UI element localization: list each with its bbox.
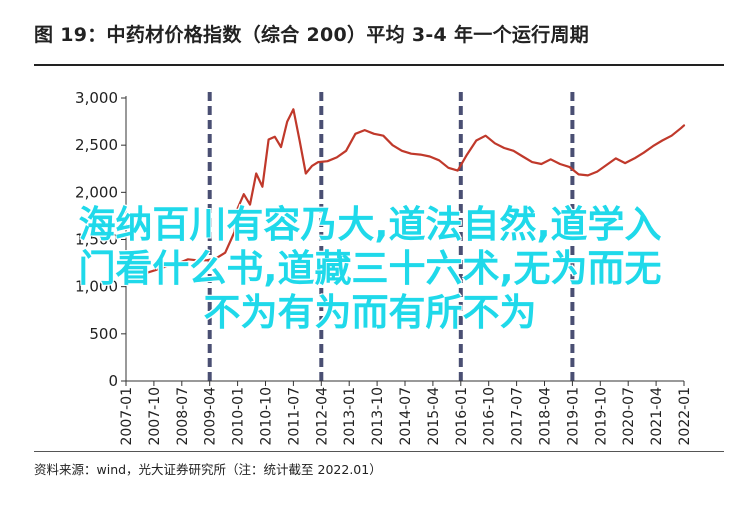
x-tick-label: 2014-07 xyxy=(398,387,414,446)
x-tick-label: 2020-07 xyxy=(621,387,637,446)
x-tick-label: 2008-07 xyxy=(175,387,191,446)
series-group xyxy=(124,108,686,280)
title-rule xyxy=(34,64,724,66)
x-tick-label: 2022-01 xyxy=(677,387,693,446)
x-tick-label: 2018-04 xyxy=(538,387,554,446)
x-tick-label: 2011-07 xyxy=(286,387,302,446)
x-tick-label: 2021-04 xyxy=(649,387,665,446)
y-tick-label: 1,000 xyxy=(75,278,118,296)
cycle-marker-group xyxy=(207,92,575,381)
x-tick-label: 2016-01 xyxy=(454,387,470,446)
x-tick-label: 2007-01 xyxy=(119,387,135,446)
y-tick-label: 2,500 xyxy=(75,136,118,154)
footer-rule xyxy=(34,451,724,452)
x-tick-label: 2016-10 xyxy=(482,387,498,446)
series-line-1 xyxy=(124,108,686,280)
x-tick-label-group: 2007-01 2007-10 2008-07 2009-04 2010-01 2010-… xyxy=(119,387,693,446)
y-tick-label: 1,500 xyxy=(75,231,118,249)
x-tick-label: 2015-04 xyxy=(426,387,442,446)
axes-group xyxy=(121,96,685,386)
y-tick-label: 500 xyxy=(89,325,118,343)
chart-title: 图 19：中药材价格指数（综合 200）平均 3-4 年一个运行周期 xyxy=(34,24,590,46)
x-tick-label: 2013-01 xyxy=(342,387,358,446)
x-tick-label: 2013-10 xyxy=(370,387,386,446)
x-tick-label: 2007-10 xyxy=(147,387,163,446)
y-tick-label: 2,000 xyxy=(75,183,118,201)
x-tick-label: 2009-04 xyxy=(203,387,219,446)
x-tick-label: 2019-10 xyxy=(593,387,609,446)
y-tick-label: 0 xyxy=(108,372,118,390)
x-tick-label: 2010-01 xyxy=(231,387,247,446)
x-tick-label: 2010-10 xyxy=(259,387,275,446)
x-tick-label: 2012-04 xyxy=(314,387,330,446)
y-tick-label-group: 0 500 1,000 1,500 2,000 2,500 3,000 xyxy=(75,89,118,390)
x-tick-label: 2017-07 xyxy=(510,387,526,446)
source-note: 资料来源：wind，光大证券研究所（注：统计截至 2022.01） xyxy=(34,462,382,477)
x-tick-label: 2019-01 xyxy=(565,387,581,446)
y-tick-label: 3,000 xyxy=(75,89,118,107)
